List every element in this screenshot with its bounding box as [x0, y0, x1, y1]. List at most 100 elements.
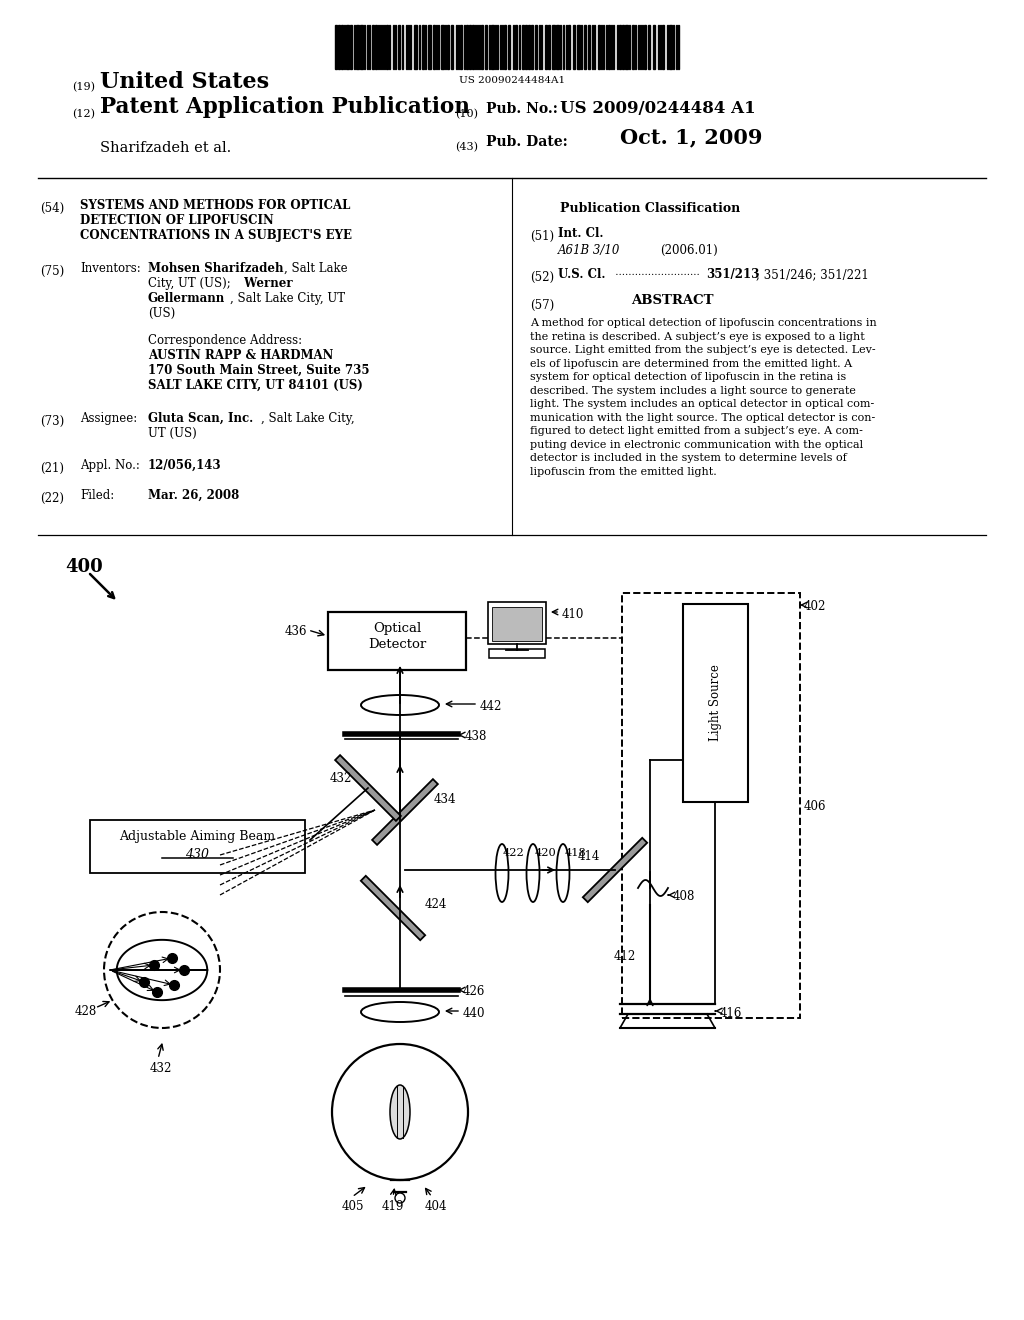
Text: SALT LAKE CITY, UT 84101 (US): SALT LAKE CITY, UT 84101 (US) [148, 379, 362, 392]
Bar [90, 820, 305, 873]
Bar [346, 25, 349, 69]
Bar [466, 25, 468, 69]
Text: (51): (51) [530, 230, 554, 243]
Bar [433, 25, 435, 69]
Text: 426: 426 [463, 985, 485, 998]
Text: (21): (21) [40, 462, 63, 475]
Bar [472, 25, 474, 69]
Text: Optical: Optical [373, 622, 421, 635]
Bar [489, 649, 545, 657]
Text: 351/213: 351/213 [706, 268, 760, 281]
Bar [669, 25, 672, 69]
Bar [447, 25, 449, 69]
Text: DETECTION OF LIPOFUSCIN: DETECTION OF LIPOFUSCIN [80, 214, 273, 227]
Text: , Salt Lake City, UT: , Salt Lake City, UT [230, 292, 345, 305]
Text: Oct. 1, 2009: Oct. 1, 2009 [620, 127, 763, 147]
Circle shape [332, 1044, 468, 1180]
Bar [644, 25, 646, 69]
Bar [375, 25, 377, 69]
Text: US 2009/0244484 A1: US 2009/0244484 A1 [560, 100, 756, 117]
Ellipse shape [526, 843, 540, 902]
Polygon shape [583, 838, 647, 902]
Text: Int. Cl.: Int. Cl. [558, 227, 603, 240]
Bar [504, 25, 506, 69]
Text: 434: 434 [434, 793, 457, 807]
Bar [528, 25, 530, 69]
Bar [618, 25, 621, 69]
Bar [662, 25, 664, 69]
Text: Correspondence Address:: Correspondence Address: [148, 334, 302, 347]
Text: (52): (52) [530, 271, 554, 284]
Text: (19): (19) [72, 82, 95, 92]
Text: A method for optical detection of lipofuscin concentrations in
the retina is des: A method for optical detection of lipofu… [530, 318, 877, 477]
Text: 408: 408 [673, 890, 695, 903]
Ellipse shape [361, 696, 439, 715]
Text: 419: 419 [382, 1200, 404, 1213]
Text: ; 351/246; 351/221: ; 351/246; 351/221 [756, 268, 868, 281]
Bar [525, 25, 527, 69]
Text: 410: 410 [562, 609, 585, 620]
Text: Gellermann: Gellermann [148, 292, 225, 305]
Text: (75): (75) [40, 265, 65, 279]
Polygon shape [335, 755, 400, 821]
Text: ..........................: .......................... [612, 268, 703, 277]
Text: 418: 418 [565, 847, 587, 858]
Bar [335, 25, 337, 69]
Bar [531, 25, 534, 69]
Text: Adjustable Aiming Beam: Adjustable Aiming Beam [120, 830, 275, 843]
Text: (US): (US) [148, 308, 175, 319]
Text: (57): (57) [530, 300, 554, 312]
Bar [622, 25, 624, 69]
Ellipse shape [361, 1002, 439, 1022]
Text: Pub. Date:: Pub. Date: [486, 135, 567, 149]
Text: 405: 405 [342, 1200, 365, 1213]
Text: 442: 442 [480, 700, 503, 713]
Text: (54): (54) [40, 202, 65, 215]
Text: 432: 432 [150, 1063, 172, 1074]
Bar [548, 25, 550, 69]
Text: Appl. No.:: Appl. No.: [80, 459, 140, 473]
Bar [535, 25, 537, 69]
Text: (43): (43) [455, 141, 478, 152]
Text: Detector: Detector [368, 638, 426, 651]
Bar [632, 25, 634, 69]
Bar [414, 25, 417, 69]
Polygon shape [110, 940, 207, 1001]
Bar [372, 25, 374, 69]
Text: SYSTEMS AND METHODS FOR OPTICAL: SYSTEMS AND METHODS FOR OPTICAL [80, 199, 350, 213]
Text: AUSTIN RAPP & HARDMAN: AUSTIN RAPP & HARDMAN [148, 348, 334, 362]
Bar [485, 25, 487, 69]
Text: 440: 440 [463, 1007, 485, 1020]
Text: (12): (12) [72, 108, 95, 119]
Text: 428: 428 [75, 1005, 97, 1018]
Bar [328, 612, 466, 671]
Bar [648, 25, 650, 69]
Text: Light Source: Light Source [709, 664, 722, 742]
Text: 430: 430 [185, 847, 210, 861]
Bar [398, 25, 400, 69]
Bar [653, 25, 655, 69]
Text: United States: United States [100, 71, 269, 92]
Text: (10): (10) [455, 108, 478, 119]
Text: Inventors:: Inventors: [80, 261, 140, 275]
Bar [360, 25, 362, 69]
Text: 414: 414 [578, 850, 600, 863]
Bar [341, 25, 343, 69]
Bar [622, 593, 800, 1018]
Text: U.S. Cl.: U.S. Cl. [558, 268, 605, 281]
Bar [522, 25, 524, 69]
Bar [469, 25, 471, 69]
Circle shape [395, 1193, 406, 1203]
Text: US 20090244484A1: US 20090244484A1 [459, 77, 565, 84]
Text: 170 South Main Street, Suite 735: 170 South Main Street, Suite 735 [148, 364, 370, 378]
Text: ABSTRACT: ABSTRACT [631, 294, 714, 308]
Text: 424: 424 [425, 898, 447, 911]
Bar [451, 25, 453, 69]
Text: (22): (22) [40, 492, 63, 506]
Text: 412: 412 [613, 950, 636, 964]
Bar [481, 25, 483, 69]
Text: 404: 404 [425, 1200, 447, 1213]
Text: Gluta Scan, Inc.: Gluta Scan, Inc. [148, 412, 253, 425]
Bar [492, 607, 542, 642]
Text: Sharifzadeh et al.: Sharifzadeh et al. [100, 141, 231, 154]
